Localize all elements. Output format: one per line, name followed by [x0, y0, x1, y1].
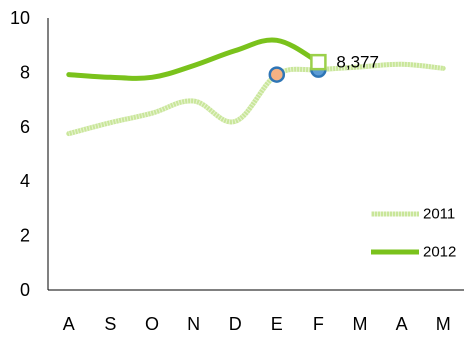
data-labels: 8,377	[336, 53, 379, 72]
x-tick-label: A	[396, 314, 408, 334]
x-tick-label: E	[271, 314, 283, 334]
y-tick-label: 8	[20, 62, 30, 82]
legend-label-2012: 2012	[423, 244, 456, 261]
series-line-2012	[66, 37, 321, 81]
y-tick-label: 6	[20, 117, 30, 137]
x-tick-label: F	[313, 314, 324, 334]
series-line-texture-2011	[68, 61, 444, 137]
y-tick-label: 4	[20, 171, 30, 191]
legend: 2011 2012	[371, 206, 456, 261]
x-tick-label: A	[63, 314, 75, 334]
y-tick-label: 0	[20, 280, 30, 300]
x-tick-label: S	[104, 314, 116, 334]
y-tick-label: 10	[10, 8, 30, 28]
x-tick-label: M	[353, 314, 368, 334]
series-markers	[268, 53, 327, 83]
y-tick-label: 2	[20, 226, 30, 246]
y-tick-labels: 0 2 4 6 8 10	[10, 8, 30, 300]
x-tick-label: N	[187, 314, 200, 334]
series-lines	[66, 37, 446, 137]
x-tick-label: D	[229, 314, 242, 334]
series-line-2011	[66, 61, 446, 137]
data-point-marker	[268, 66, 286, 83]
data-point-marker	[310, 53, 327, 71]
legend-label-2011: 2011	[423, 206, 455, 223]
x-tick-label: O	[145, 314, 159, 334]
axes	[47, 18, 464, 291]
data-label: 8,377	[336, 53, 379, 72]
x-tick-label: M	[436, 314, 451, 334]
